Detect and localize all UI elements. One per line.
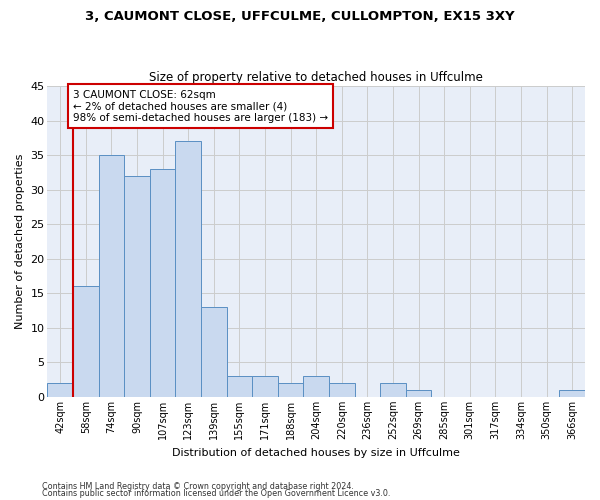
Bar bbox=[124, 176, 150, 397]
Text: 3, CAUMONT CLOSE, UFFCULME, CULLOMPTON, EX15 3XY: 3, CAUMONT CLOSE, UFFCULME, CULLOMPTON, … bbox=[85, 10, 515, 23]
Text: Contains public sector information licensed under the Open Government Licence v3: Contains public sector information licen… bbox=[42, 489, 391, 498]
Bar bbox=[175, 142, 201, 397]
Bar bbox=[304, 376, 329, 397]
Text: Contains HM Land Registry data © Crown copyright and database right 2024.: Contains HM Land Registry data © Crown c… bbox=[42, 482, 354, 491]
Bar bbox=[406, 390, 431, 397]
Bar bbox=[98, 155, 124, 397]
Title: Size of property relative to detached houses in Uffculme: Size of property relative to detached ho… bbox=[149, 70, 483, 84]
Bar bbox=[47, 383, 73, 397]
Bar bbox=[252, 376, 278, 397]
Bar bbox=[150, 169, 175, 397]
Y-axis label: Number of detached properties: Number of detached properties bbox=[15, 154, 25, 329]
Bar bbox=[201, 307, 227, 397]
Bar bbox=[559, 390, 585, 397]
Bar bbox=[380, 383, 406, 397]
Text: 3 CAUMONT CLOSE: 62sqm
← 2% of detached houses are smaller (4)
98% of semi-detac: 3 CAUMONT CLOSE: 62sqm ← 2% of detached … bbox=[73, 90, 328, 122]
Bar bbox=[73, 286, 98, 397]
X-axis label: Distribution of detached houses by size in Uffculme: Distribution of detached houses by size … bbox=[172, 448, 460, 458]
Bar bbox=[329, 383, 355, 397]
Bar bbox=[227, 376, 252, 397]
Bar bbox=[278, 383, 304, 397]
